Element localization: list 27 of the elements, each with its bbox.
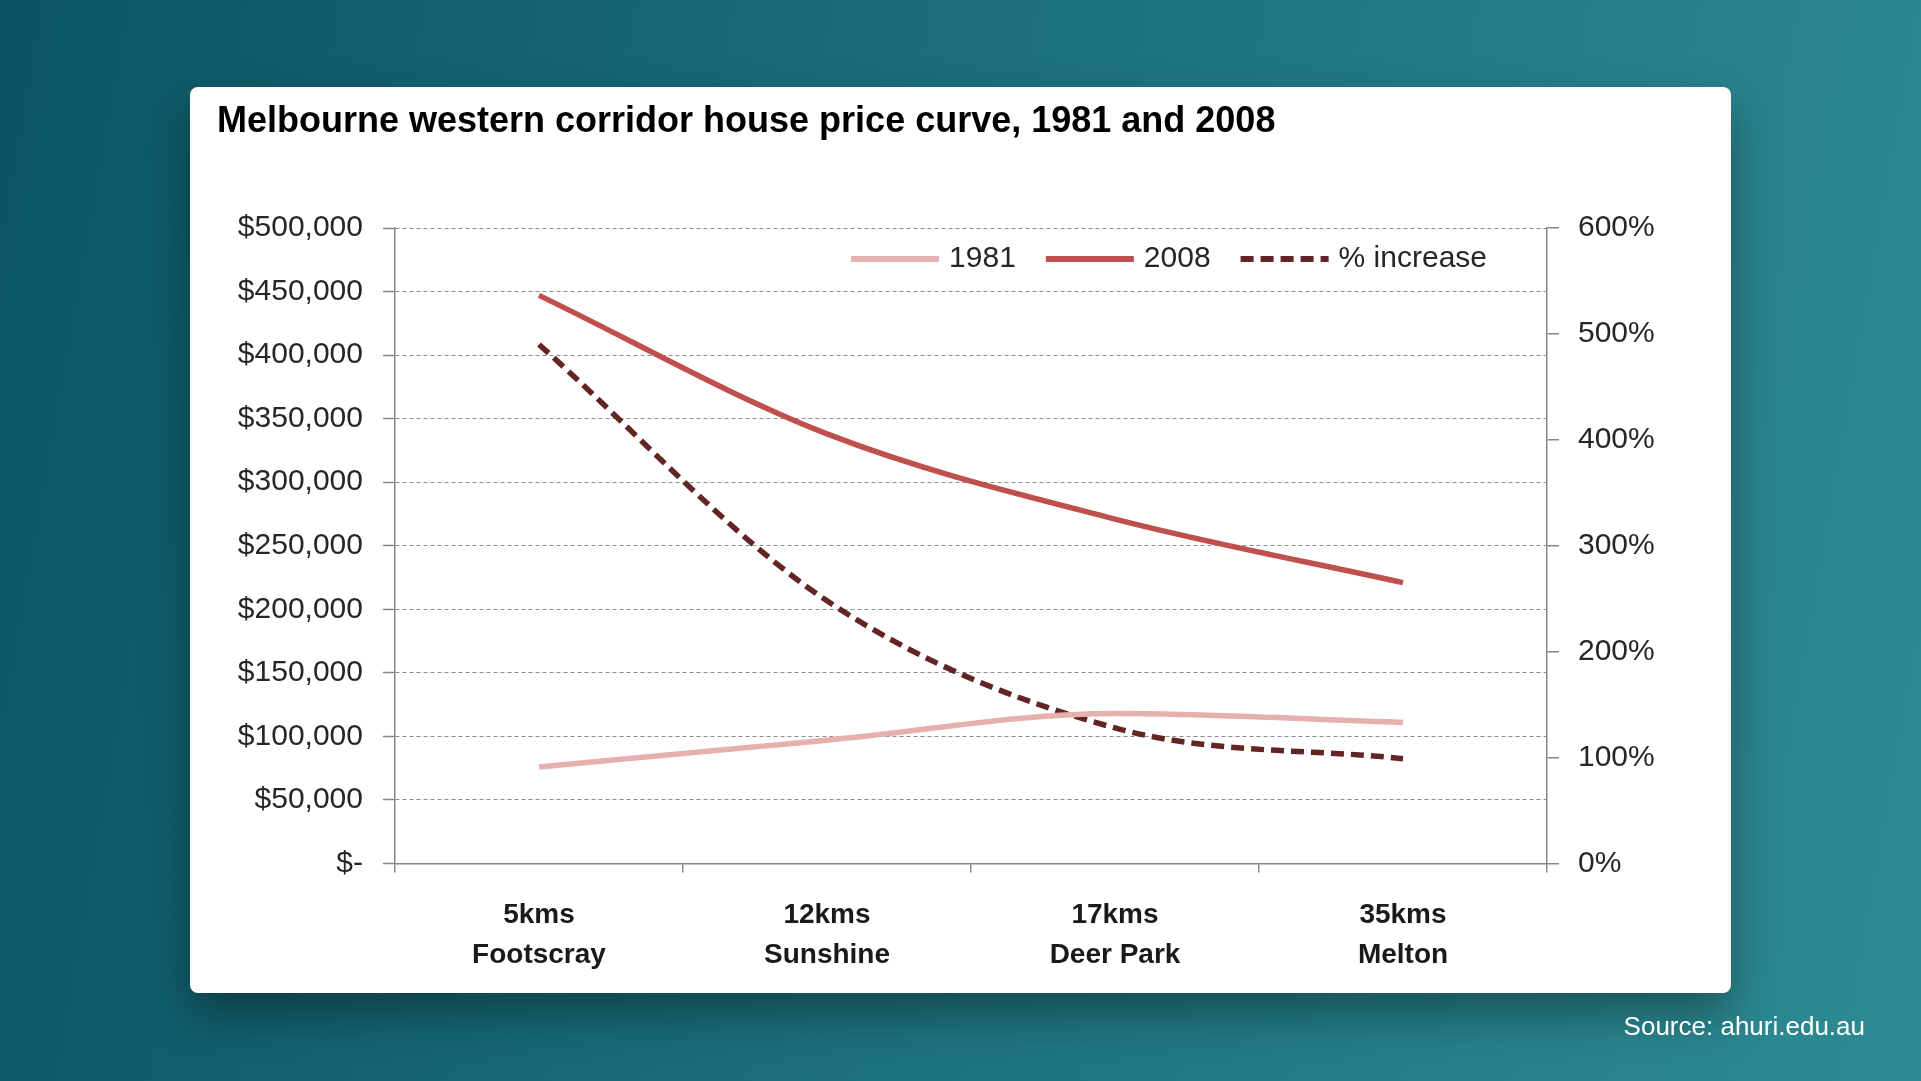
y-tick-label: $250,000	[237, 527, 363, 561]
legend-label: 2008	[1143, 240, 1211, 274]
y-tick-label: $350,000	[237, 399, 363, 433]
legend-label: % increase	[1338, 240, 1487, 274]
y-tick-label: $-	[336, 844, 363, 878]
y2-tick-label: 0%	[1578, 844, 1622, 878]
y2-tick-label: 500%	[1578, 315, 1655, 349]
source-note: Source: ahuri.edu.au	[1623, 1010, 1865, 1043]
legend-label: 1981	[949, 240, 1016, 274]
y-tick-label: $200,000	[237, 590, 363, 624]
chart-title: Melbourne western corridor house price curve, 1981 and 2008	[217, 99, 1276, 141]
x-tick-label: 12kms Sunshine	[763, 897, 891, 970]
x-tick-label: 35kms Melton	[1357, 897, 1449, 970]
y-tick-label: $50,000	[254, 781, 363, 815]
y-tick-label: $500,000	[237, 209, 363, 243]
x-tick-label: 17kms Deer Park	[1049, 897, 1181, 970]
y2-tick-label: 400%	[1578, 421, 1655, 455]
y-tick-label: $150,000	[237, 654, 363, 688]
y2-tick-label: 600%	[1578, 209, 1655, 243]
y-tick-label: $400,000	[237, 336, 363, 370]
y-tick-label: $100,000	[237, 717, 363, 751]
y2-tick-label: 300%	[1578, 527, 1655, 561]
y2-tick-label: 100%	[1578, 738, 1655, 772]
y2-tick-label: 200%	[1578, 632, 1655, 666]
x-tick-label: 5kms Footscray	[472, 897, 607, 970]
y-tick-label: $300,000	[237, 463, 363, 497]
y-tick-label: $450,000	[237, 272, 363, 306]
